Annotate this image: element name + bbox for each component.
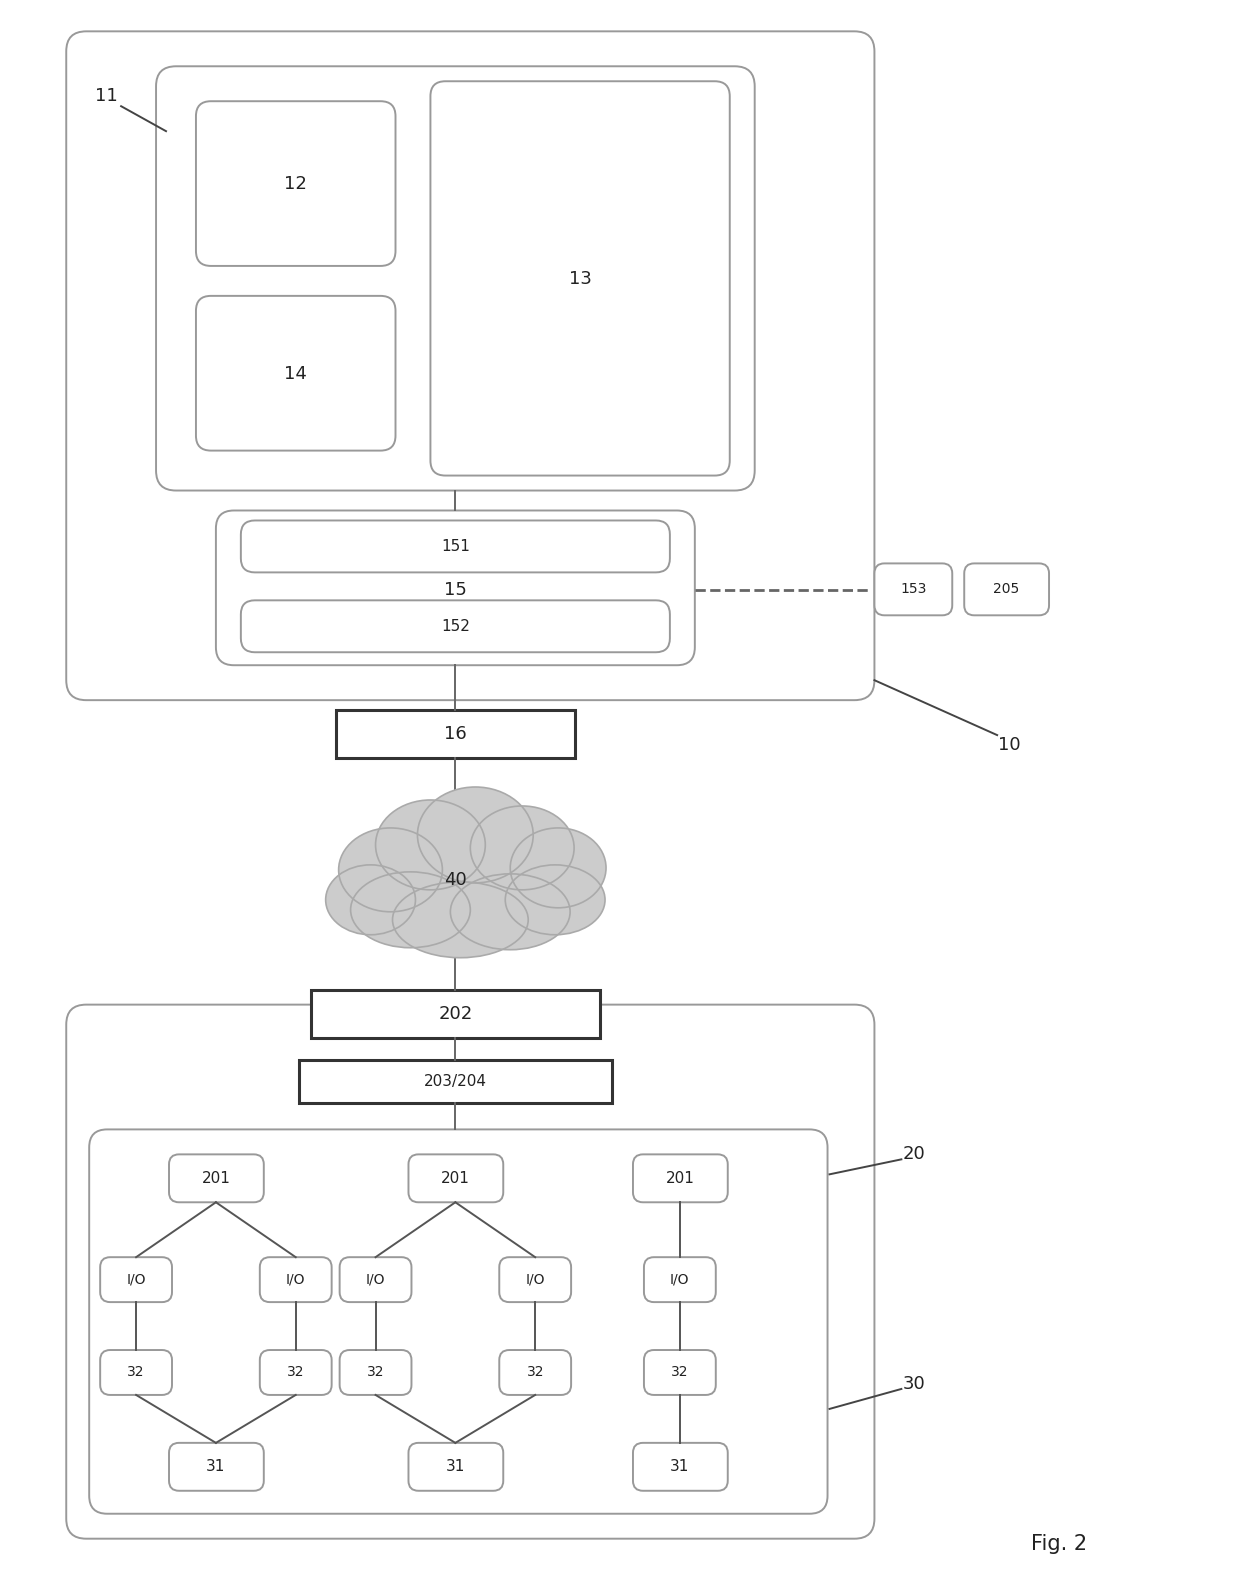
Text: 32: 32	[286, 1365, 305, 1380]
Bar	[311, 990, 600, 1038]
Ellipse shape	[326, 865, 415, 935]
Ellipse shape	[339, 828, 443, 912]
Text: I/O: I/O	[366, 1272, 386, 1286]
FancyBboxPatch shape	[100, 1258, 172, 1302]
Text: 205: 205	[993, 583, 1019, 596]
Ellipse shape	[470, 806, 574, 890]
Ellipse shape	[505, 865, 605, 935]
FancyBboxPatch shape	[100, 1350, 172, 1396]
FancyBboxPatch shape	[89, 1129, 827, 1514]
FancyBboxPatch shape	[500, 1258, 572, 1302]
FancyBboxPatch shape	[241, 600, 670, 653]
Text: 152: 152	[441, 619, 470, 634]
Text: 31: 31	[206, 1459, 226, 1475]
Text: 203/204: 203/204	[424, 1074, 487, 1088]
Text: 15: 15	[444, 581, 466, 599]
Text: I/O: I/O	[526, 1272, 544, 1286]
Text: Fig. 2: Fig. 2	[1030, 1533, 1087, 1554]
Text: 201: 201	[201, 1171, 231, 1186]
FancyBboxPatch shape	[632, 1443, 728, 1491]
Text: 31: 31	[670, 1459, 689, 1475]
FancyBboxPatch shape	[408, 1155, 503, 1202]
Text: 13: 13	[569, 269, 591, 288]
Text: 32: 32	[367, 1365, 384, 1380]
Text: 201: 201	[666, 1171, 694, 1186]
Ellipse shape	[376, 800, 485, 890]
Text: I/O: I/O	[126, 1272, 146, 1286]
Text: 32: 32	[128, 1365, 145, 1380]
FancyBboxPatch shape	[169, 1155, 264, 1202]
Text: 201: 201	[441, 1171, 470, 1186]
Text: 40: 40	[444, 871, 466, 889]
Text: 14: 14	[284, 364, 308, 383]
FancyBboxPatch shape	[644, 1258, 715, 1302]
FancyBboxPatch shape	[340, 1258, 412, 1302]
Text: 31: 31	[445, 1459, 465, 1475]
FancyBboxPatch shape	[408, 1443, 503, 1491]
FancyBboxPatch shape	[241, 521, 670, 572]
Text: 16: 16	[444, 725, 466, 743]
Ellipse shape	[450, 874, 570, 950]
Bar	[299, 1060, 613, 1104]
Ellipse shape	[418, 787, 533, 882]
FancyBboxPatch shape	[196, 296, 396, 450]
Text: 10: 10	[998, 737, 1021, 754]
Text: 11: 11	[94, 87, 118, 105]
FancyBboxPatch shape	[66, 32, 874, 700]
Text: 32: 32	[527, 1365, 544, 1380]
FancyBboxPatch shape	[260, 1258, 331, 1302]
Ellipse shape	[351, 871, 470, 947]
FancyBboxPatch shape	[169, 1443, 264, 1491]
Text: I/O: I/O	[670, 1272, 689, 1286]
FancyBboxPatch shape	[965, 564, 1049, 615]
FancyBboxPatch shape	[260, 1350, 331, 1396]
Text: 151: 151	[441, 539, 470, 554]
FancyBboxPatch shape	[196, 101, 396, 266]
FancyBboxPatch shape	[216, 510, 694, 665]
Ellipse shape	[510, 828, 606, 908]
Text: 12: 12	[284, 176, 308, 193]
FancyBboxPatch shape	[500, 1350, 572, 1396]
Text: 20: 20	[903, 1145, 926, 1163]
FancyBboxPatch shape	[156, 67, 755, 491]
Text: 32: 32	[671, 1365, 688, 1380]
FancyBboxPatch shape	[644, 1350, 715, 1396]
Ellipse shape	[393, 882, 528, 958]
FancyBboxPatch shape	[632, 1155, 728, 1202]
FancyBboxPatch shape	[340, 1350, 412, 1396]
FancyBboxPatch shape	[66, 1004, 874, 1538]
Text: I/O: I/O	[286, 1272, 305, 1286]
FancyBboxPatch shape	[874, 564, 952, 615]
FancyBboxPatch shape	[430, 81, 730, 475]
Bar	[336, 710, 575, 759]
Text: 202: 202	[438, 1004, 472, 1023]
Text: 30: 30	[903, 1375, 926, 1392]
Text: 153: 153	[900, 583, 926, 596]
